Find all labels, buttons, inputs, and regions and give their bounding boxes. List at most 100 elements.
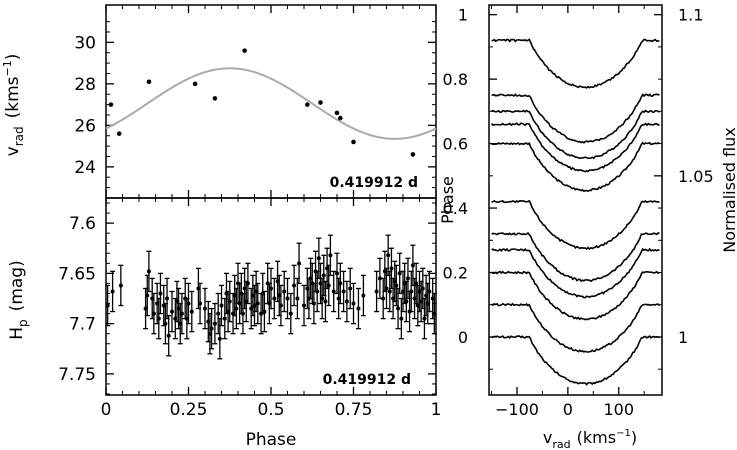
hp-point	[189, 290, 195, 333]
rv-point	[192, 81, 198, 87]
hp-point	[377, 257, 383, 300]
rv-ytick-label: 24	[74, 158, 96, 178]
hp-point-marker	[328, 253, 333, 258]
hp-point	[197, 282, 203, 325]
hp-point	[268, 267, 274, 310]
hp-point-marker	[234, 306, 239, 311]
profile-right-axis-label: Normalised flux	[720, 127, 737, 252]
hp-point	[157, 272, 163, 315]
hp-point-marker	[311, 301, 316, 306]
profile-ytick-left-label: 0.8	[443, 70, 468, 89]
hp-point	[227, 280, 233, 323]
hp-point-marker	[158, 291, 163, 296]
hp-point	[261, 290, 267, 333]
profile-xlabel-unit: (kms	[577, 428, 616, 447]
hp-point	[374, 270, 380, 313]
hp-point-marker	[165, 296, 170, 301]
hp-point-marker	[170, 309, 174, 314]
hp-point-marker	[335, 271, 339, 276]
hp-ylabel-unit: (mag)	[7, 260, 27, 311]
profile-line	[491, 199, 660, 251]
rv-point	[334, 110, 340, 116]
hp-point-marker	[432, 311, 437, 316]
profile-line	[491, 38, 660, 89]
hp-ylabel-main: H	[7, 327, 27, 340]
profile-line	[491, 335, 660, 386]
hp-point	[177, 302, 183, 345]
hp-point-marker	[420, 286, 425, 291]
hp-point-marker	[351, 301, 356, 306]
hp-point-marker	[316, 256, 321, 261]
hp-point	[421, 297, 427, 340]
rv-point	[212, 96, 218, 101]
profile-xtick-label: 100	[603, 400, 634, 419]
hp-point-marker	[323, 299, 328, 304]
hp-point	[301, 284, 307, 327]
hp-point-marker	[394, 283, 399, 288]
hp-point	[355, 287, 361, 330]
hp-point	[288, 292, 294, 335]
profile-xlabel-unit-sup: −1	[616, 428, 631, 439]
hp-point	[420, 267, 426, 310]
hp-point-marker	[255, 301, 260, 306]
hp-point	[164, 277, 170, 320]
rv-point	[318, 100, 323, 105]
hp-point-marker	[356, 306, 361, 311]
profile-ytick-left-label: 0.2	[443, 264, 468, 283]
hp-point	[209, 307, 215, 350]
hp-point-marker	[326, 283, 331, 288]
hp-point-marker	[196, 286, 201, 291]
hp-point-marker	[305, 286, 310, 291]
hp-point-marker	[262, 309, 267, 314]
hp-point-marker	[386, 253, 391, 258]
rv-point	[242, 48, 247, 53]
hp-point	[166, 314, 172, 357]
rv-ylabel-unit-close: )	[3, 54, 23, 61]
hp-point-marker	[227, 299, 232, 304]
hp-point-marker	[212, 321, 217, 326]
hp-point-marker	[240, 311, 245, 316]
hp-point-marker	[237, 301, 242, 306]
hp-point-marker	[272, 296, 277, 301]
hp-point	[154, 282, 160, 325]
hp-point-marker	[156, 316, 161, 321]
profile-ytick-right-label: 1.1	[678, 6, 703, 25]
hp-point-marker	[232, 293, 237, 298]
hp-point	[327, 234, 333, 277]
profile-ytick-left-label: 0.4	[443, 199, 468, 218]
hp-panel: 7.67.657.77.75 0 0.25 0.5 0.75 1 0.419912 d …	[7, 197, 442, 450]
rv-point	[146, 79, 152, 85]
hp-xtick-label: 1	[431, 400, 442, 420]
hp-point-marker	[321, 273, 326, 278]
hp-point-marker	[207, 331, 212, 336]
hp-point-marker	[222, 316, 227, 321]
hp-point-marker	[344, 299, 349, 304]
hp-point-marker	[295, 296, 300, 301]
hp-point-marker	[399, 316, 404, 321]
rv-point	[305, 102, 310, 107]
hp-point	[304, 267, 310, 310]
hp-point	[390, 277, 396, 320]
hp-ylabel-sub: p	[16, 319, 30, 327]
hp-point	[186, 282, 191, 325]
rv-annotation: 0.419912 d	[330, 175, 418, 191]
hp-point-marker	[331, 289, 336, 294]
hp-point-marker	[361, 293, 366, 298]
rv-y-ticks: 24 26 28 30	[74, 5, 437, 198]
hp-point-marker	[384, 286, 389, 291]
hp-point-marker	[412, 296, 417, 301]
rv-panel-frame	[105, 4, 437, 199]
hp-point	[331, 270, 337, 313]
hp-point-marker	[278, 303, 283, 308]
hp-point	[110, 270, 116, 313]
hp-point	[393, 264, 399, 307]
hp-y-ticks: 7.6 7.65 7.7 7.75	[58, 202, 436, 395]
hp-point	[118, 264, 124, 307]
rv-point	[351, 139, 356, 145]
hp-point-marker	[282, 289, 287, 294]
hp-point-marker	[377, 276, 382, 281]
hp-point-marker	[189, 309, 194, 314]
hp-point	[255, 282, 261, 325]
hp-point-marker	[219, 303, 224, 308]
hp-point-marker	[224, 291, 229, 296]
